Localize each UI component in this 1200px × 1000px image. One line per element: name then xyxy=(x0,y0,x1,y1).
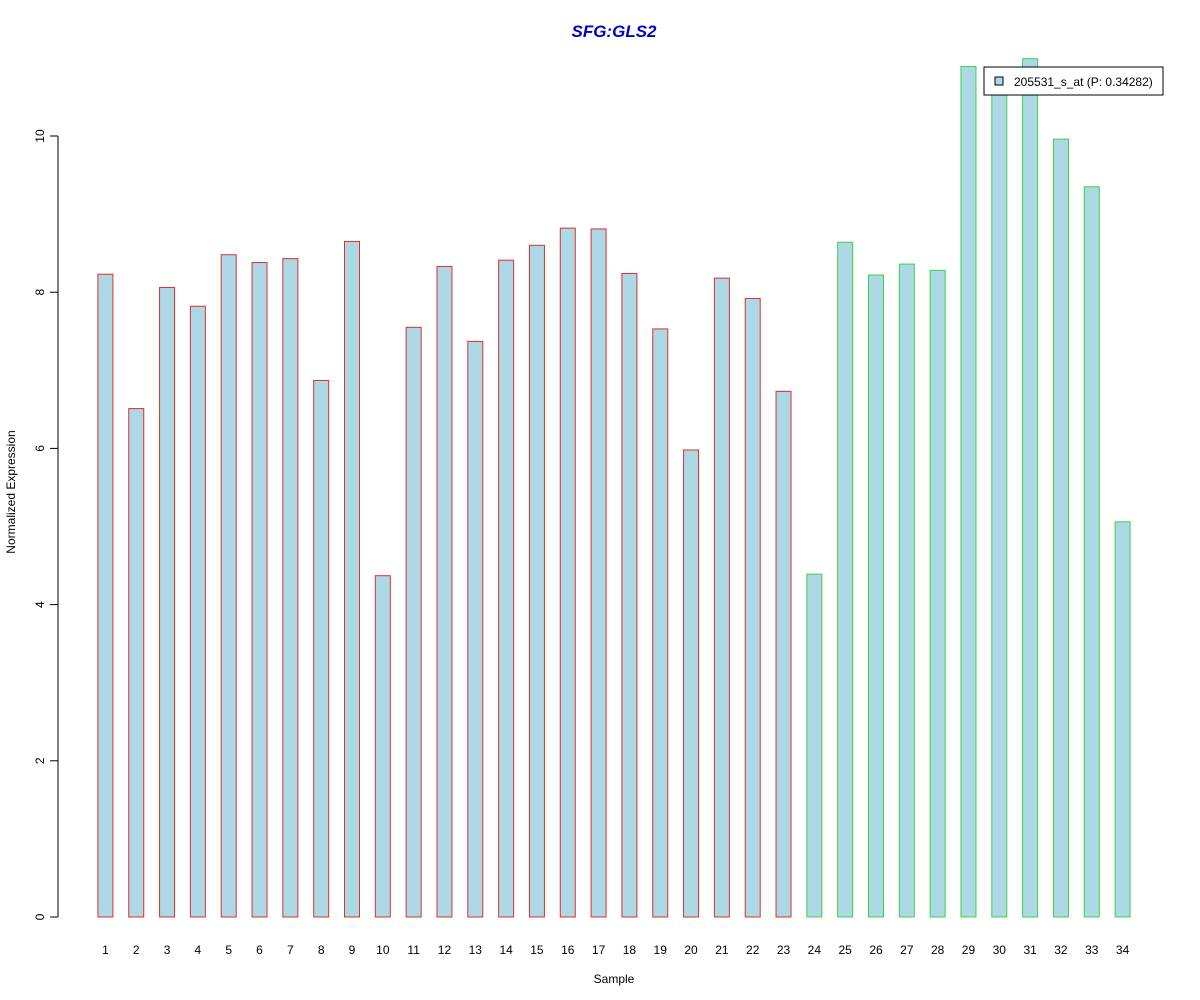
bar-sample-21 xyxy=(713,277,730,918)
x-tick-label: 5 xyxy=(225,943,232,957)
x-tick-label: 30 xyxy=(993,943,1007,957)
y-tick-label: 4 xyxy=(33,601,47,608)
x-tick-label: 1 xyxy=(102,943,109,957)
x-tick-label: 13 xyxy=(469,943,483,957)
legend: 205531_s_at (P: 0.34282) xyxy=(983,66,1164,96)
bar-sample-18 xyxy=(621,272,638,918)
x-tick-label: 23 xyxy=(777,943,791,957)
x-tick-label: 7 xyxy=(287,943,294,957)
bar-sample-25 xyxy=(837,241,854,918)
x-tick-label: 14 xyxy=(499,943,513,957)
bar-sample-3 xyxy=(159,287,176,918)
bar-sample-31 xyxy=(1022,58,1039,918)
legend-swatch xyxy=(994,76,1004,86)
x-tick-label: 11 xyxy=(407,943,420,957)
x-tick-label: 27 xyxy=(900,943,914,957)
chart-title: SFG:GLS2 xyxy=(571,22,657,41)
bar-sample-19 xyxy=(652,328,669,918)
bar-sample-34 xyxy=(1114,521,1131,918)
x-tick-label: 32 xyxy=(1054,943,1068,957)
bar-sample-1 xyxy=(97,273,114,918)
x-tick-label: 2 xyxy=(133,943,140,957)
x-tick-label: 25 xyxy=(838,943,852,957)
x-tick-label: 9 xyxy=(349,943,356,957)
bar-sample-22 xyxy=(744,297,761,918)
bar-sample-15 xyxy=(528,244,545,918)
x-tick-label: 21 xyxy=(715,943,729,957)
x-tick-label: 15 xyxy=(530,943,544,957)
bar-sample-10 xyxy=(374,575,391,918)
x-axis-title: Sample xyxy=(594,972,635,986)
x-tick-label: 16 xyxy=(561,943,575,957)
y-tick-label: 0 xyxy=(33,913,47,920)
bar-sample-5 xyxy=(220,254,237,918)
bar-sample-11 xyxy=(405,326,422,918)
y-axis-title: Normalized Expression xyxy=(4,430,18,553)
x-tick-label: 3 xyxy=(164,943,171,957)
y-tick-label: 8 xyxy=(33,289,47,296)
x-axis: 1 2 3 4 5 6 7 8 9 10 11 12 13 14 15 16 17 18 19 20 21 22 23 24 2… xyxy=(102,943,1130,957)
x-tick-label: 19 xyxy=(654,943,668,957)
x-tick-label: 34 xyxy=(1116,943,1130,957)
x-tick-label: 12 xyxy=(438,943,452,957)
y-tick-label: 2 xyxy=(33,757,47,764)
bar-sample-16 xyxy=(559,227,576,918)
y-tick-label: 10 xyxy=(33,129,47,143)
x-tick-label: 20 xyxy=(684,943,698,957)
x-tick-label: 26 xyxy=(869,943,883,957)
bar-sample-28 xyxy=(929,269,946,918)
y-tick-label: 6 xyxy=(33,445,47,452)
x-tick-label: 6 xyxy=(256,943,263,957)
bar-sample-24 xyxy=(806,573,823,918)
bar-sample-20 xyxy=(683,449,700,918)
x-tick-label: 28 xyxy=(931,943,945,957)
bar-sample-9 xyxy=(344,240,360,918)
bar-sample-17 xyxy=(590,228,607,918)
bar-sample-30 xyxy=(991,75,1008,918)
x-tick-label: 31 xyxy=(1023,943,1037,957)
x-tick-label: 24 xyxy=(808,943,822,957)
x-tick-label: 4 xyxy=(195,943,202,957)
x-tick-label: 29 xyxy=(962,943,976,957)
bar-sample-4 xyxy=(189,305,206,918)
bar-sample-12 xyxy=(436,265,453,918)
bar-sample-2 xyxy=(128,408,145,918)
bar-sample-14 xyxy=(498,259,515,918)
bars-group xyxy=(97,58,1131,918)
x-tick-label: 22 xyxy=(746,943,760,957)
bar-sample-8 xyxy=(313,379,330,918)
y-axis: 0 2 4 6 8 10 xyxy=(33,129,59,920)
bar-sample-7 xyxy=(282,258,299,918)
bar-sample-26 xyxy=(868,274,884,918)
bar-sample-27 xyxy=(898,263,915,918)
x-tick-label: 10 xyxy=(376,943,390,957)
bar-sample-6 xyxy=(251,262,268,918)
x-tick-label: 8 xyxy=(318,943,325,957)
bar-sample-23 xyxy=(775,390,792,918)
bar-sample-13 xyxy=(467,340,484,918)
bar-sample-33 xyxy=(1083,186,1100,918)
x-tick-label: 33 xyxy=(1085,943,1099,957)
bar-sample-29 xyxy=(960,65,977,918)
legend-box xyxy=(983,66,1164,96)
legend-label: 205531_s_at (P: 0.34282) xyxy=(1014,75,1153,89)
x-tick-label: 18 xyxy=(623,943,637,957)
bar-sample-32 xyxy=(1052,138,1069,918)
x-tick-label: 17 xyxy=(592,943,606,957)
